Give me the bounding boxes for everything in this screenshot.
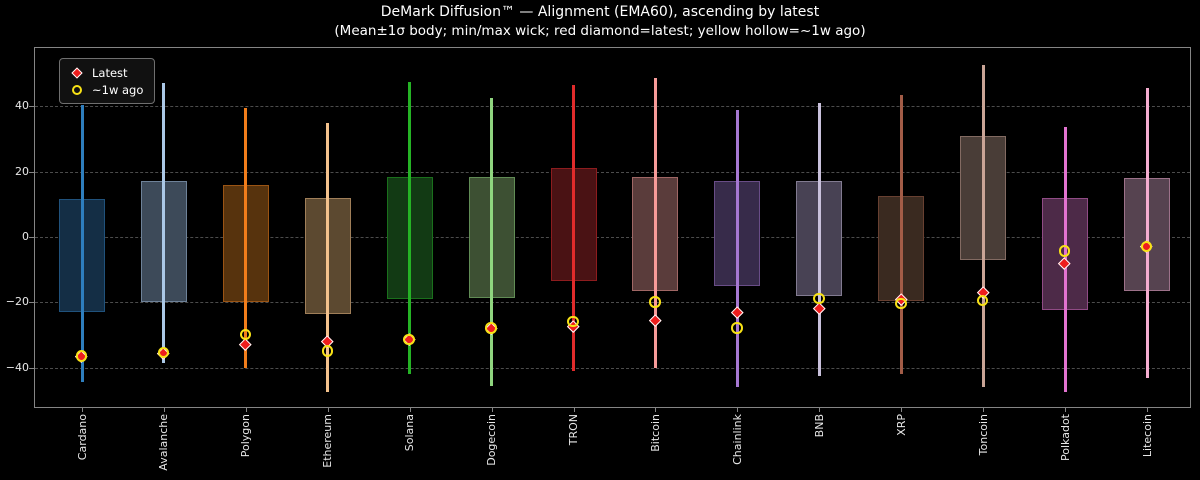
wick-solana xyxy=(408,81,412,375)
y-tick--40 xyxy=(29,367,34,369)
wick-ethereum xyxy=(326,122,330,393)
x-tick-solana xyxy=(409,408,411,412)
chart-title-block: DeMark Diffusion™ — Alignment (EMA60), a… xyxy=(0,3,1200,40)
x-tick-dogecoin xyxy=(491,408,493,412)
week-ago-marker-bnb xyxy=(813,292,825,305)
legend-item-latest: Latest xyxy=(67,64,143,81)
plot-frame xyxy=(34,47,1191,408)
week-ago-marker-bitcoin xyxy=(649,296,661,308)
x-tick-cardano xyxy=(82,408,83,412)
legend-week-ago-label: ~1w ago xyxy=(92,82,144,97)
y-tick-label-40: 40 xyxy=(15,99,29,113)
x-tick-polkadot xyxy=(1065,408,1066,412)
legend: Latest ~1w ago xyxy=(59,58,156,104)
x-tick-toncoin xyxy=(983,408,985,412)
x-tick-litecoin xyxy=(1147,408,1148,412)
wick-polygon xyxy=(244,107,248,368)
x-tick-polygon xyxy=(245,408,247,412)
week-ago-marker-solana xyxy=(403,333,415,346)
week-ago-marker-cardano xyxy=(75,350,88,362)
week-ago-marker-toncoin xyxy=(976,294,989,306)
chart-subtitle: (Mean±1σ body; min/max wick; red diamond… xyxy=(334,23,866,39)
y-tick-label-20: 20 xyxy=(15,164,29,178)
y-tick-label--20: −20 xyxy=(5,295,29,309)
x-tick-avalanche xyxy=(163,408,165,412)
legend-latest-label: Latest xyxy=(92,65,128,80)
wick-bitcoin xyxy=(653,78,657,368)
week-ago-marker-tron xyxy=(567,315,579,328)
gridline-20 xyxy=(35,171,1190,173)
week-ago-marker-avalanche xyxy=(157,346,170,359)
legend-item-week-ago: ~1w ago xyxy=(67,81,143,98)
y-tick-20 xyxy=(29,171,34,173)
x-tick-xrp xyxy=(901,408,903,412)
week-ago-marker-polkadot xyxy=(1058,245,1071,257)
y-tick-label-0: 0 xyxy=(22,230,29,243)
week-ago-marker-chainlink xyxy=(731,322,743,334)
x-tick-bnb xyxy=(819,408,821,412)
week-ago-marker-litecoin xyxy=(1140,240,1153,252)
y-tick-label--40: −40 xyxy=(5,360,29,374)
wick-toncoin xyxy=(981,65,985,388)
gridline-40 xyxy=(35,106,1190,108)
week-ago-marker-xrp xyxy=(895,297,907,310)
gridline-0 xyxy=(35,237,1190,238)
week-ago-marker-dogecoin xyxy=(485,322,497,334)
week-ago-circle-icon xyxy=(67,84,87,95)
wick-tron xyxy=(572,84,575,371)
y-tick-0 xyxy=(29,237,34,238)
y-tick-40 xyxy=(29,106,34,108)
x-tick-bitcoin xyxy=(655,408,657,412)
chart-title: DeMark Diffusion™ — Alignment (EMA60), a… xyxy=(380,4,820,20)
wick-chainlink xyxy=(735,109,739,388)
y-tick--20 xyxy=(29,302,34,304)
gridline--20 xyxy=(35,302,1190,304)
wick-xrp xyxy=(899,94,903,375)
wick-litecoin xyxy=(1145,88,1149,378)
wick-cardano xyxy=(80,104,84,383)
wick-bnb xyxy=(817,102,821,376)
x-tick-ethereum xyxy=(327,408,329,412)
week-ago-marker-polygon xyxy=(239,328,252,341)
x-tick-tron xyxy=(573,408,575,412)
week-ago-marker-ethereum xyxy=(321,345,333,357)
gridline--40 xyxy=(35,367,1190,369)
wick-avalanche xyxy=(162,83,166,363)
latest-diamond-icon xyxy=(67,66,87,79)
wick-dogecoin xyxy=(490,98,494,386)
x-tick-chainlink xyxy=(737,408,739,412)
